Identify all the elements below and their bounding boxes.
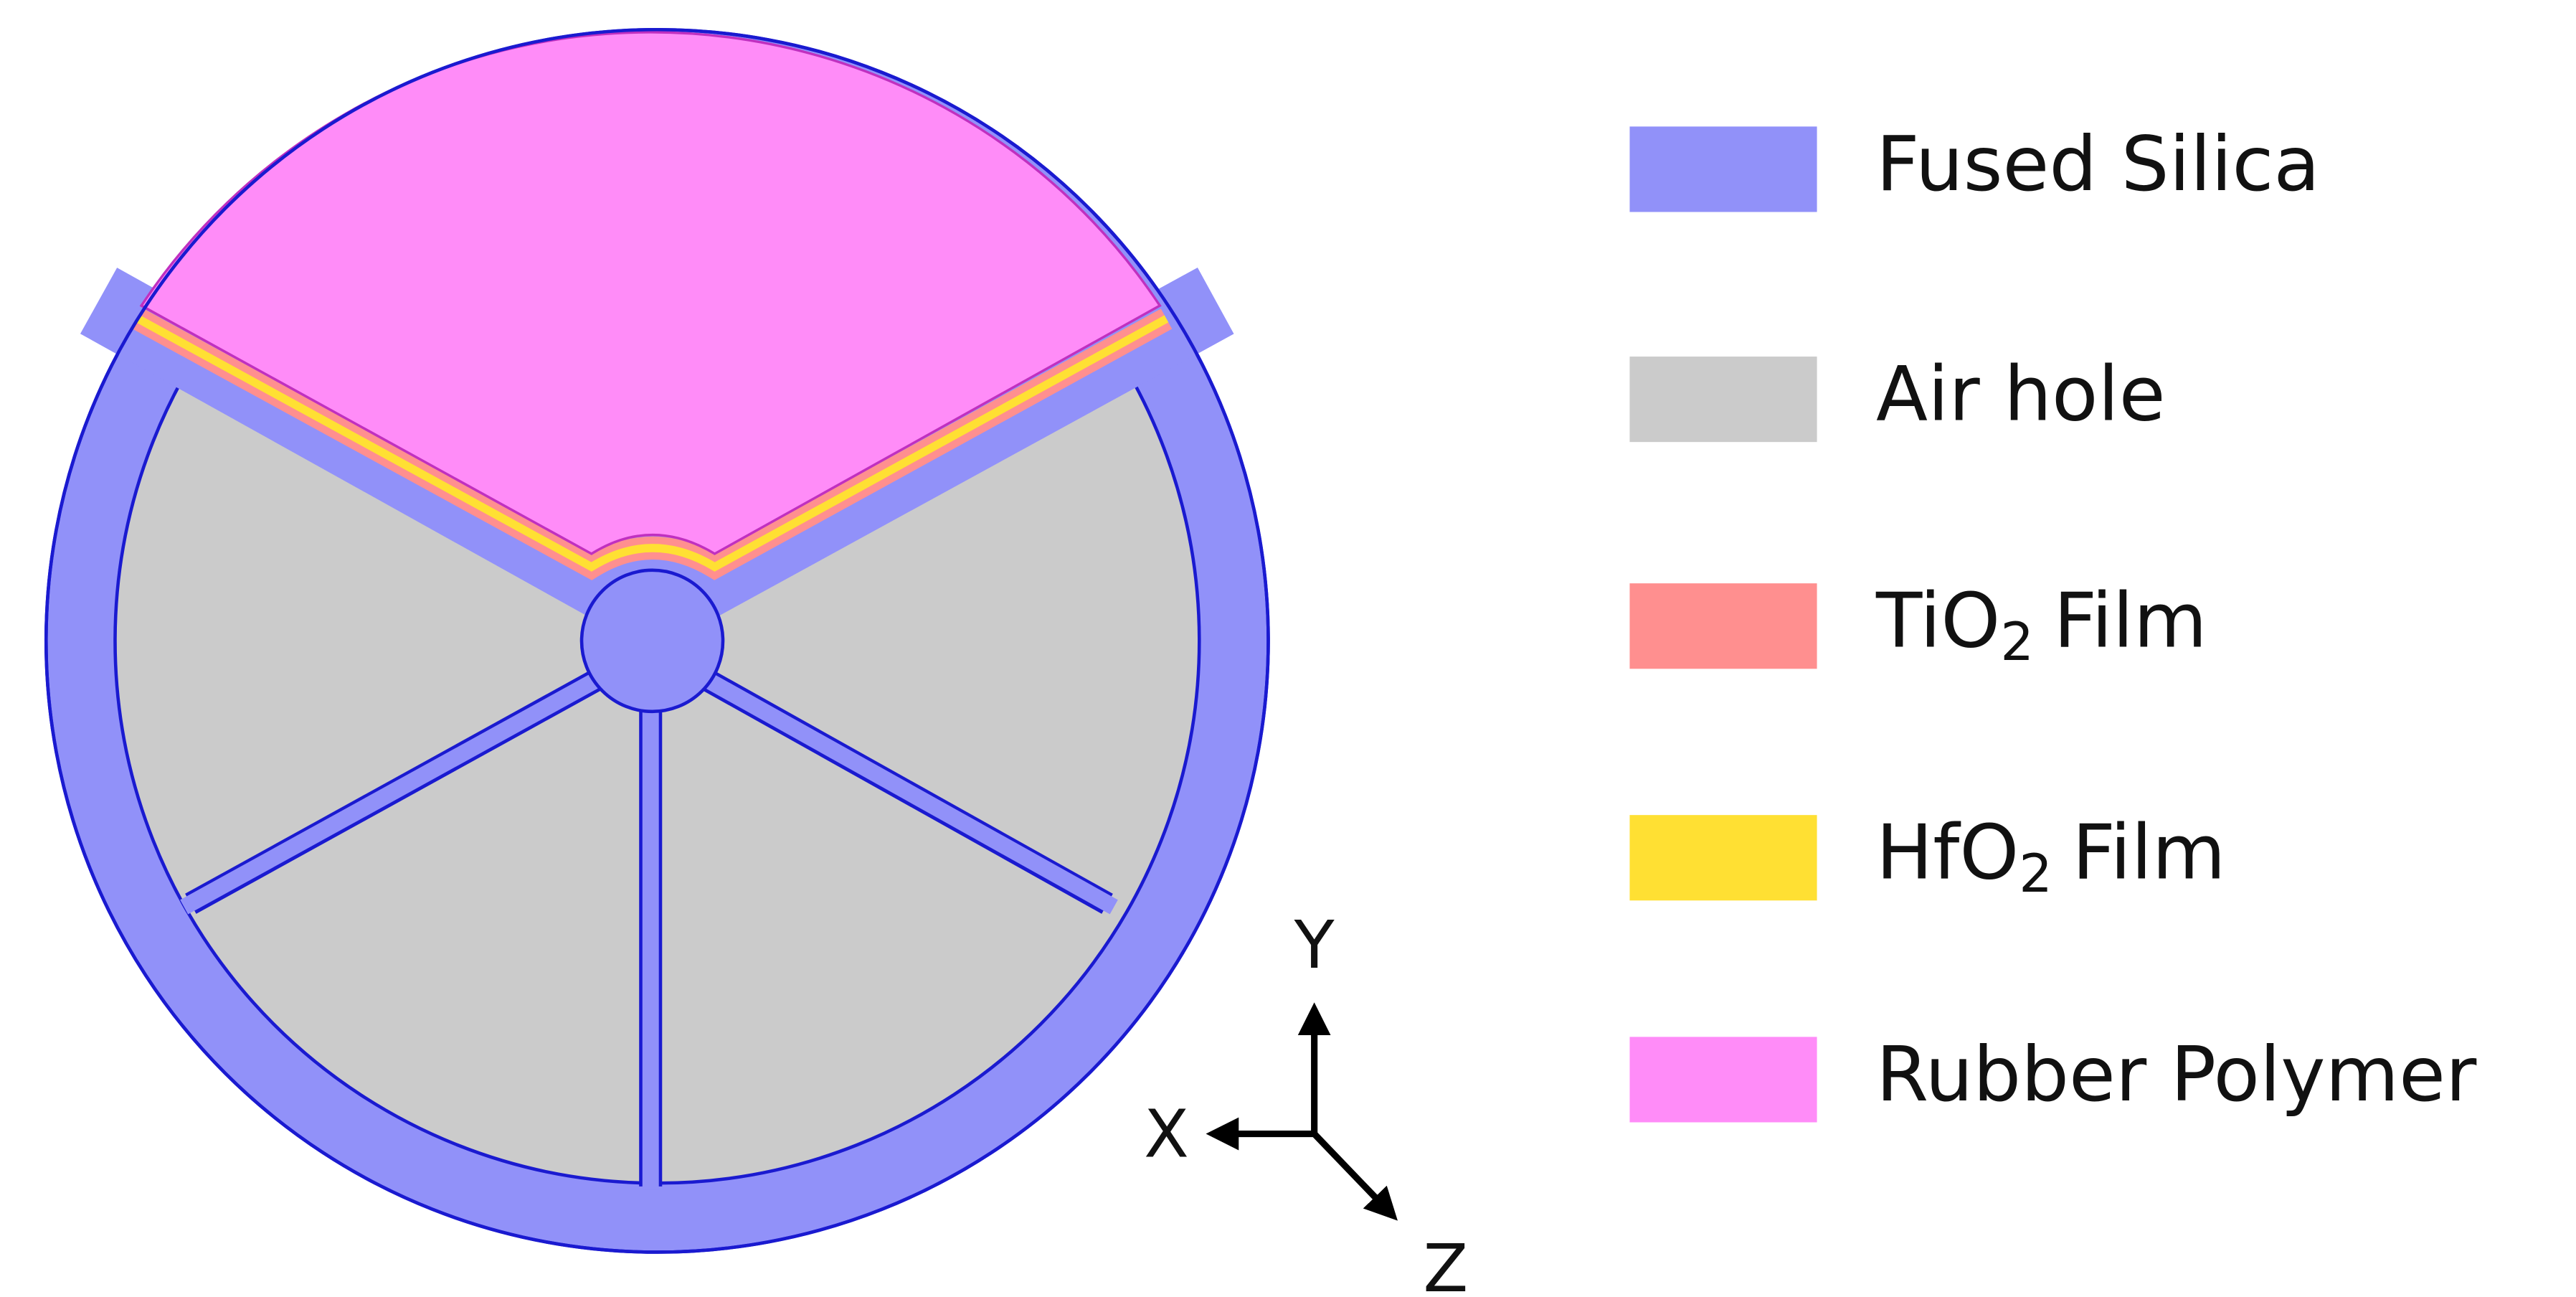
- label-text: HfO: [1876, 808, 2019, 897]
- legend-swatch: [1629, 815, 1817, 901]
- axis-label: X: [1144, 1095, 1189, 1172]
- legend-swatch: [1629, 583, 1817, 669]
- axis-label: Y: [1294, 907, 1335, 984]
- label-text: Air hole: [1876, 349, 2165, 438]
- legend-label: TiO2 Film: [1875, 577, 2207, 674]
- outer-edge: [44, 27, 1270, 1254]
- label-suffix: Film: [2072, 808, 2225, 897]
- axes: [1206, 1002, 1398, 1221]
- label-text: TiO: [1875, 577, 2000, 665]
- legend-label: Air hole: [1876, 349, 2165, 438]
- label-suffix: Film: [2054, 577, 2207, 665]
- hfo2-film: [136, 315, 1169, 572]
- legend-swatch: [1629, 1037, 1817, 1123]
- label-text: Fused Silica: [1876, 120, 2320, 208]
- legend-swatch: [1629, 126, 1817, 212]
- strut: [180, 641, 657, 915]
- label-text: Rubber Polymer: [1876, 1030, 2477, 1118]
- axis-label: Z: [1424, 1230, 1469, 1297]
- legend-label: HfO2 Film: [1876, 808, 2226, 905]
- cross-section: [44, 27, 1270, 1254]
- struts: [180, 638, 1118, 1190]
- legend-label: Rubber Polymer: [1876, 1030, 2477, 1118]
- z-arrow: [1312, 1131, 1398, 1221]
- legend-swatch: [1629, 357, 1817, 443]
- strut: [648, 641, 1118, 915]
- label-subscript: 2: [2019, 844, 2052, 905]
- label-subscript: 2: [2000, 612, 2034, 673]
- core: [579, 568, 725, 714]
- legend-label: Fused Silica: [1876, 120, 2320, 208]
